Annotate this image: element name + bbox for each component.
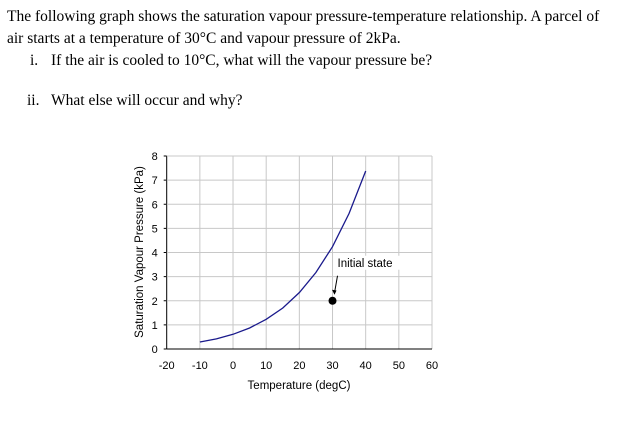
y-tick-label: 4 [152,248,158,260]
annotation-background [334,255,401,270]
y-tick-label: 5 [152,223,158,235]
y-tick-label: 6 [152,199,158,211]
y-tick-label: 1 [152,320,158,332]
y-tick-label: 3 [152,272,158,284]
x-tick-label: 60 [426,360,438,372]
y-tick-label: 2 [152,296,158,308]
part-i-text: If the air is cooled to 10°C, what will … [51,52,433,69]
x-tick-label: 0 [230,360,236,372]
x-axis-label: Temperature (degC) [248,380,351,392]
x-tick-label: 30 [326,360,338,372]
part-ii-text: What else will occur and why? [51,92,243,109]
initial-state-point [328,296,337,305]
y-tick-label: 8 [152,151,158,163]
x-tick-label: 50 [393,360,405,372]
x-tick-label: 10 [260,360,272,372]
annotation-initial-state: Initial state [338,258,393,270]
annotation-arrow [334,275,339,293]
part-ii-number: ii. [27,92,40,109]
y-tick-label: 0 [152,344,158,356]
y-tick-label: 7 [152,175,158,187]
x-tick-label: 40 [360,360,372,372]
question-line-2: air starts at a temperature of 30°C and … [7,30,401,47]
question-line-1: The following graph shows the saturation… [7,8,600,25]
x-tick-label: -10 [192,360,208,372]
y-axis-label: Saturation Vapour Pressure (kPa) [134,166,146,338]
part-i-number: i. [30,52,39,69]
x-tick-label: 20 [293,360,305,372]
arrow-head-icon [332,289,337,295]
saturation-curve [199,170,367,343]
x-tick-label: -20 [159,360,175,372]
